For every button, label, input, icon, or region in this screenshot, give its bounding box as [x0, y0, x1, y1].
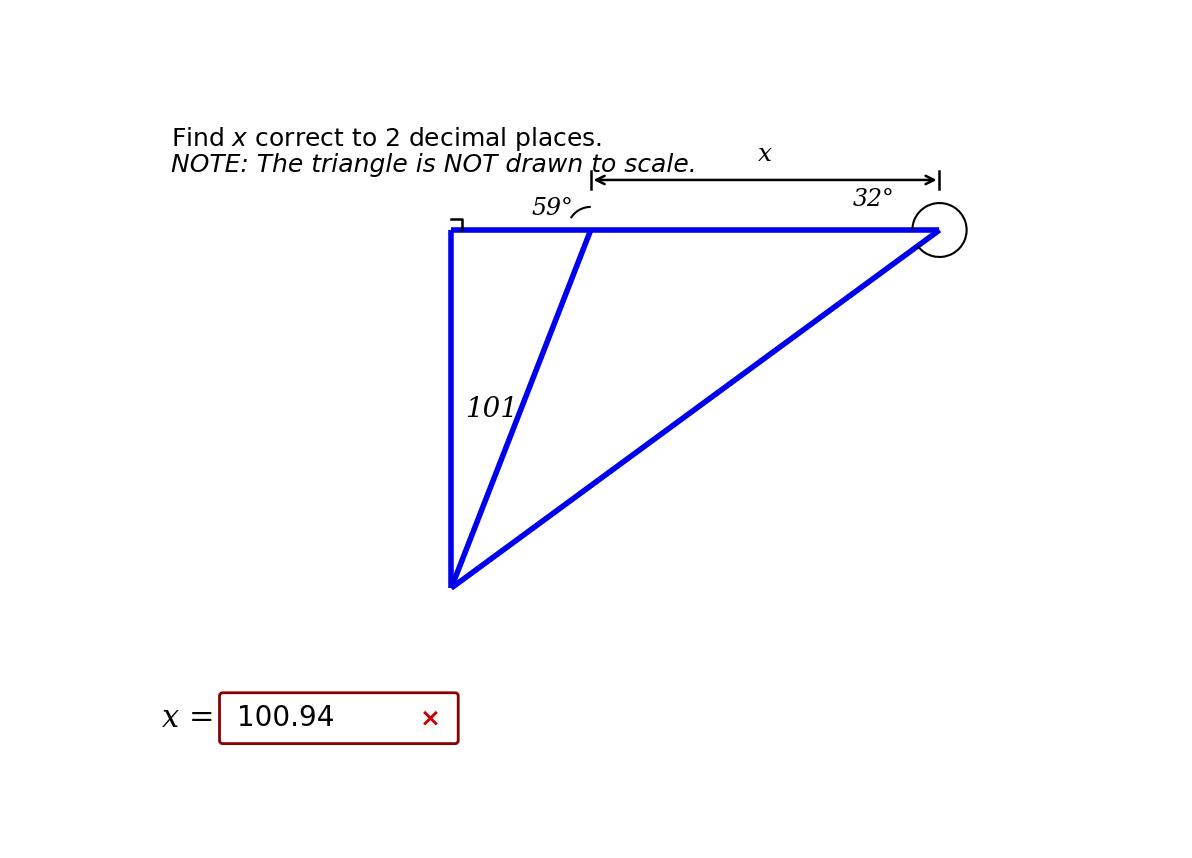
- Text: 59°: 59°: [532, 197, 573, 220]
- Text: x: x: [758, 143, 772, 166]
- Text: 100.94: 100.94: [236, 704, 334, 732]
- Text: Find $x$ correct to 2 decimal places.: Find $x$ correct to 2 decimal places.: [170, 124, 602, 153]
- Text: NOTE: The triangle is NOT drawn to scale.: NOTE: The triangle is NOT drawn to scale…: [170, 153, 696, 177]
- Text: ×: ×: [420, 706, 441, 730]
- Text: 101: 101: [465, 396, 519, 422]
- FancyBboxPatch shape: [219, 692, 458, 744]
- Text: 32°: 32°: [852, 188, 894, 211]
- Text: x =: x =: [162, 704, 215, 734]
